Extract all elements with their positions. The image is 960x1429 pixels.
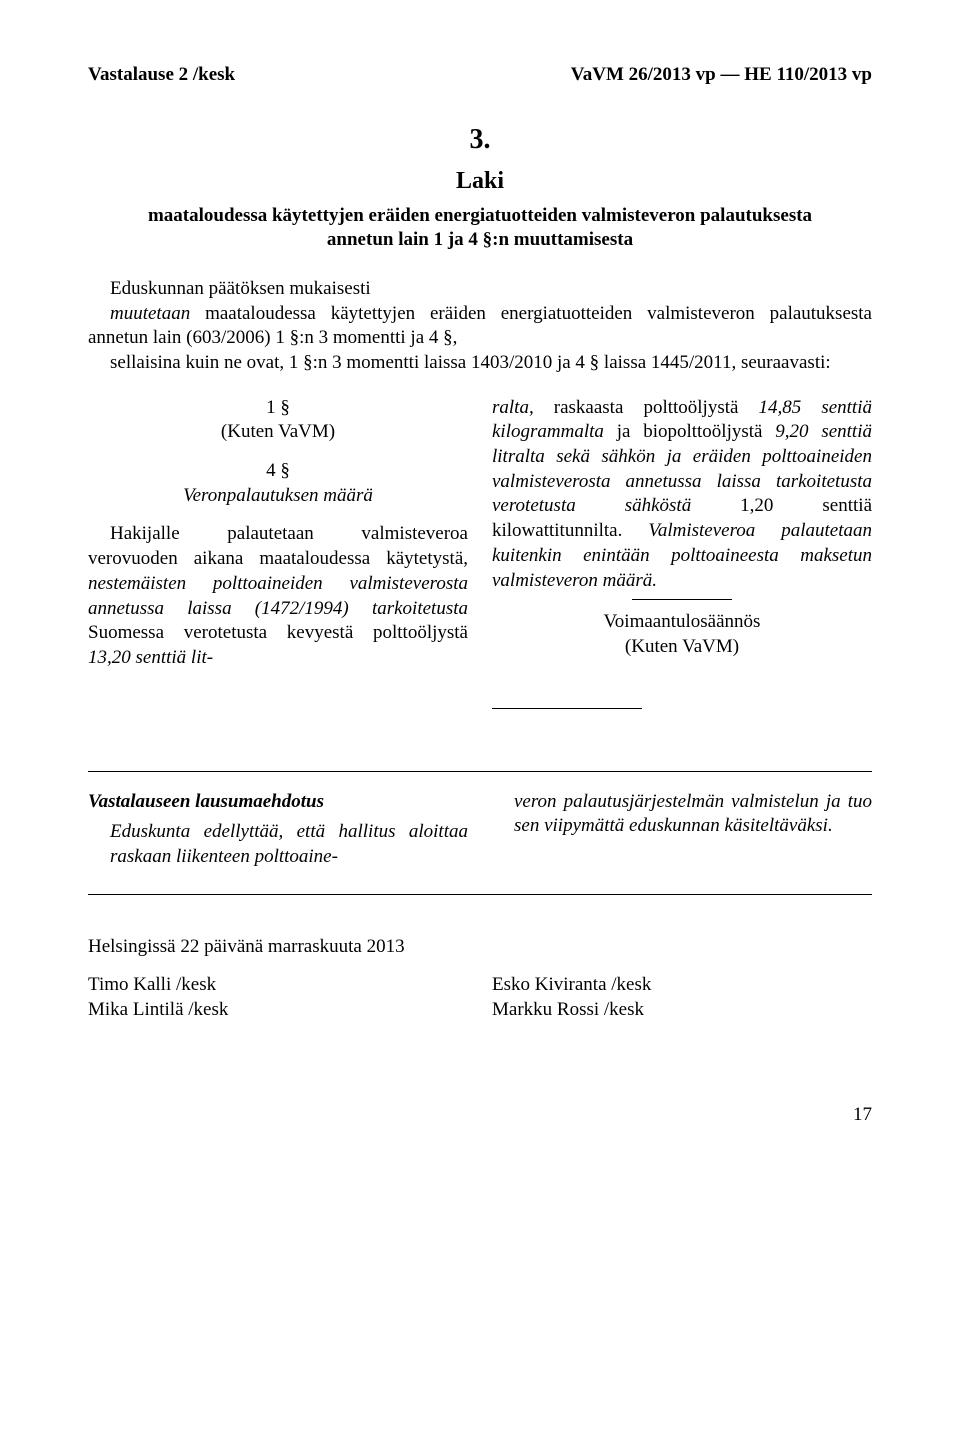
proposal-left: Vastalauseen lausumaehdotus Eduskunta ed… xyxy=(88,790,468,870)
proposal-right: veron palautusjärjestelmän valmistelun j… xyxy=(492,790,872,870)
signature-left-1: Mika Lintilä /kesk xyxy=(88,998,468,1023)
voimaantulo-sub: (Kuten VaVM) xyxy=(492,635,872,660)
two-column-body: 1 § (Kuten VaVM) 4 § Veronpalautuksen mä… xyxy=(88,396,872,723)
document-page: Vastalause 2 /kesk VaVM 26/2013 vp — HE … xyxy=(0,0,960,1183)
voimaantulo-title: Voimaantulosäännös xyxy=(492,610,872,635)
long-rule-bottom xyxy=(88,894,872,895)
signature-left-0: Timo Kalli /kesk xyxy=(88,973,468,998)
intro-block: Eduskunnan päätöksen mukaisesti muutetaa… xyxy=(88,277,872,376)
section-1-number: 1 § xyxy=(88,396,468,421)
page-header: Vastalause 2 /kesk VaVM 26/2013 vp — HE … xyxy=(88,64,872,86)
law-title: maataloudessa käytettyjen eräiden energi… xyxy=(128,204,832,253)
section-4-body-continued: ralta, raskaasta polttoöljystä 14,85 sen… xyxy=(492,396,872,594)
proposal-block: Vastalauseen lausumaehdotus Eduskunta ed… xyxy=(88,790,872,870)
proposal-heading: Vastalauseen lausumaehdotus xyxy=(88,790,468,815)
intro-line-2-rest: maataloudessa käytettyjen eräiden energi… xyxy=(88,303,872,349)
intro-line-1: Eduskunnan päätöksen mukaisesti xyxy=(88,277,872,302)
signature-col-left: Timo Kalli /kesk Mika Lintilä /kesk xyxy=(88,973,468,1022)
signature-col-right: Esko Kiviranta /kesk Markku Rossi /kesk xyxy=(492,973,872,1022)
proposal-right-text: veron palautusjärjestelmän valmistelun j… xyxy=(492,790,872,839)
right-column: ralta, raskaasta polttoöljystä 14,85 sen… xyxy=(492,396,872,723)
law-number: 3. xyxy=(88,122,872,158)
law-label: Laki xyxy=(88,166,872,197)
header-right: VaVM 26/2013 vp — HE 110/2013 vp xyxy=(571,64,872,86)
section-4-number: 4 § xyxy=(88,459,468,484)
left-column: 1 § (Kuten VaVM) 4 § Veronpalautuksen mä… xyxy=(88,396,468,723)
signature-row: Timo Kalli /kesk Mika Lintilä /kesk Esko… xyxy=(88,973,872,1022)
signature-block: Helsingissä 22 päivänä marraskuuta 2013 … xyxy=(88,935,872,1023)
intro-line-2-prefix: muutetaan xyxy=(110,303,190,324)
long-rule-top xyxy=(88,771,872,772)
signature-place-date: Helsingissä 22 päivänä marraskuuta 2013 xyxy=(88,935,872,960)
intro-line-2: muutetaan maataloudessa käytettyjen eräi… xyxy=(88,302,872,351)
intro-line-3: sellaisina kuin ne ovat, 1 §:n 3 momentt… xyxy=(88,351,872,376)
signature-right-1: Markku Rossi /kesk xyxy=(492,998,872,1023)
mid-rule xyxy=(492,708,642,709)
section-1-subtitle: (Kuten VaVM) xyxy=(88,420,468,445)
header-left: Vastalause 2 /kesk xyxy=(88,64,235,86)
short-rule xyxy=(632,599,732,600)
section-4-subtitle: Veronpalautuksen määrä xyxy=(88,484,468,509)
proposal-left-text: Eduskunta edellyttää, että hallitus aloi… xyxy=(88,820,468,869)
signature-right-0: Esko Kiviranta /kesk xyxy=(492,973,872,998)
page-number: 17 xyxy=(88,1103,872,1128)
section-4-body: Hakijalle palautetaan valmisteveroa vero… xyxy=(88,522,468,670)
